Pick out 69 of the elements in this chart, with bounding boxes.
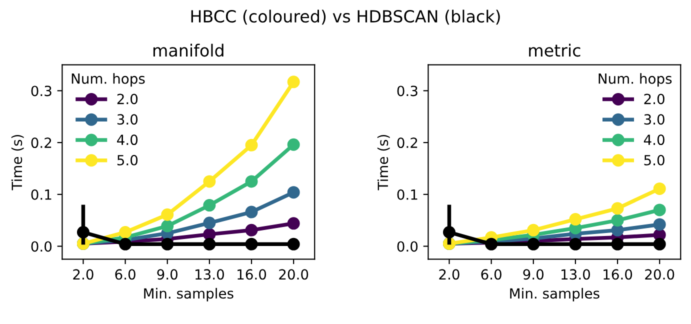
point (203, 199, 216, 212)
legend-label: 3.0 (117, 114, 138, 125)
point (245, 206, 258, 218)
legend-label: 3.0 (644, 114, 664, 125)
point (653, 238, 666, 250)
x-axis-title: Min. samples (144, 288, 234, 302)
point (203, 175, 216, 188)
point (287, 217, 300, 230)
point (161, 238, 174, 250)
point (161, 220, 174, 232)
point (119, 238, 132, 250)
point (76, 226, 90, 238)
point (245, 138, 258, 152)
x-axis-title: Min. samples (510, 288, 600, 302)
point (653, 182, 666, 195)
point (569, 213, 582, 226)
point (653, 204, 666, 216)
legend-title: Num. hops (72, 73, 145, 87)
point (442, 226, 456, 238)
point (653, 218, 666, 231)
x-tick-label: 20.0 (279, 269, 308, 280)
legend-label: 5.0 (117, 154, 138, 166)
y-axis-title: Time (s) (377, 134, 390, 190)
point (161, 208, 174, 221)
y-tick-label: 0.3 (397, 86, 418, 96)
y-tick-label: 0.3 (31, 86, 52, 96)
chart-title: metric (529, 44, 580, 57)
point (287, 186, 300, 199)
point (245, 224, 258, 236)
point (203, 216, 216, 230)
x-tick-label: 6.0 (115, 269, 136, 280)
point (527, 238, 540, 250)
point (287, 138, 300, 151)
point (119, 226, 132, 238)
x-tick-label: 2.0 (73, 269, 94, 280)
point (287, 76, 300, 88)
y-axis-title: Time (s) (11, 134, 24, 190)
x-tick-label: 9.0 (523, 269, 544, 280)
legend-label: 2.0 (644, 94, 664, 104)
point (611, 202, 624, 215)
point (611, 214, 624, 227)
x-tick-label: 13.0 (196, 269, 224, 280)
x-tick-label: 20.0 (645, 269, 674, 280)
point (245, 238, 258, 250)
x-tick-label: 9.0 (157, 269, 178, 280)
x-tick-label: 16.0 (604, 269, 632, 280)
y-tick-label: 0.2 (397, 138, 418, 148)
y-tick-label: 0.0 (31, 241, 52, 252)
x-tick-label: 6.0 (481, 269, 502, 280)
point (527, 224, 540, 236)
x-tick-label: 2.0 (439, 269, 460, 280)
x-tick-label: 13.0 (562, 269, 590, 280)
y-tick-label: 0.0 (397, 241, 418, 252)
legend-label: 5.0 (644, 154, 664, 166)
legend-title: Num. hops (598, 73, 672, 87)
text: HBCC (coloured) vs HDBSCAN (black) (191, 10, 500, 25)
legend-label: 2.0 (117, 94, 138, 104)
point (245, 175, 258, 188)
x-tick-label: 16.0 (238, 269, 266, 280)
y-tick-label: 0.1 (397, 189, 418, 200)
point (611, 238, 624, 250)
y-tick-label: 0.2 (31, 138, 52, 148)
point (203, 238, 216, 250)
point (569, 238, 582, 250)
legend-label: 4.0 (117, 134, 138, 146)
y-tick-label: 0.1 (31, 189, 52, 200)
chart-title: manifold (153, 44, 224, 57)
legend-label: 4.0 (644, 134, 664, 146)
point (287, 238, 300, 250)
